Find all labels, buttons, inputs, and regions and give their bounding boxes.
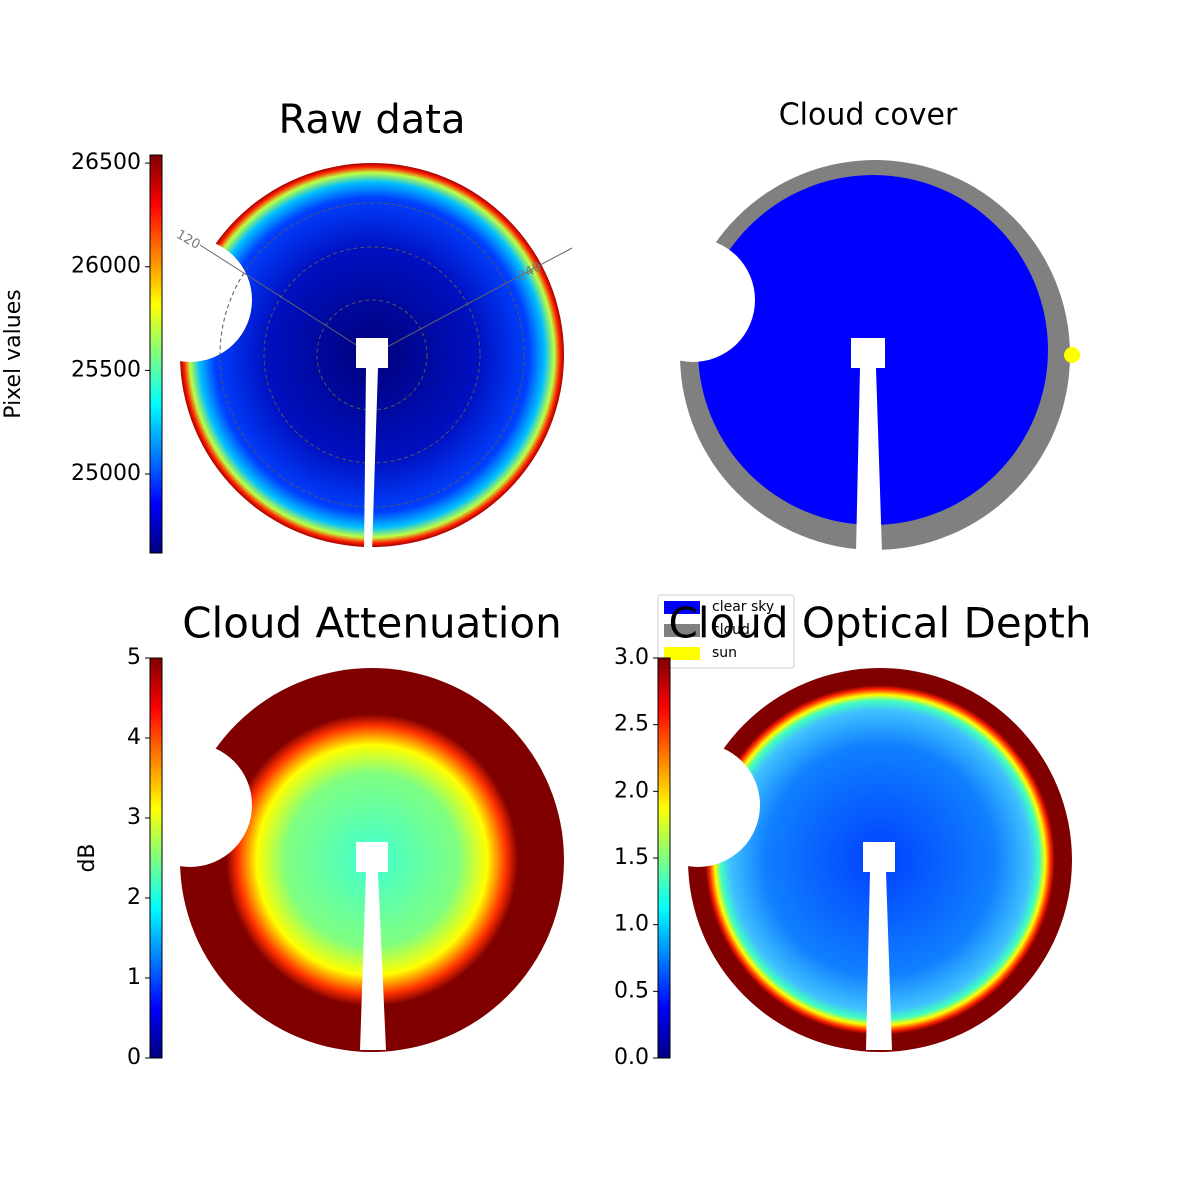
colorbar-tick-label: 5 xyxy=(127,645,141,670)
colorbar-tick-label: 1.0 xyxy=(614,912,649,937)
legend-label: sun xyxy=(712,645,737,661)
colorbar-tick-label: 4 xyxy=(127,725,141,750)
legend-label: cloud xyxy=(712,622,750,638)
cloud-cover-image xyxy=(631,160,1080,552)
colorbar-tick-label: 2.5 xyxy=(614,712,649,737)
colorbar-label: dB xyxy=(75,843,100,872)
colorbar-tick-label: 25000 xyxy=(71,461,141,486)
optical-depth-image xyxy=(636,668,1072,1052)
panel-title: Cloud Optical Depth xyxy=(669,599,1092,648)
colorbar-tick-label: 0.0 xyxy=(614,1045,649,1070)
raw-image xyxy=(128,163,573,560)
colorbar-tick-label: 26000 xyxy=(71,254,141,279)
legend-swatch xyxy=(664,601,700,614)
colorbar-tick-label: 0 xyxy=(127,1045,141,1070)
colorbar-tick-label: 1 xyxy=(127,965,141,990)
panel-title: Cloud cover xyxy=(779,98,958,133)
legend-swatch xyxy=(664,624,700,637)
colorbar xyxy=(657,657,671,1059)
legend-label: clear sky xyxy=(712,599,774,615)
colorbar-tick-label: 2.0 xyxy=(614,778,649,803)
colorbar xyxy=(149,657,163,1059)
colorbar-tick-label: 0.5 xyxy=(614,978,649,1003)
colorbar-label: Pixel values xyxy=(1,289,26,418)
colorbar-tick-label: 3 xyxy=(127,805,141,830)
colorbar-tick-label: 25500 xyxy=(71,357,141,382)
legend-swatch xyxy=(664,647,700,660)
colorbar-tick-label: 26500 xyxy=(71,150,141,175)
colorbar xyxy=(149,154,163,554)
colorbar-tick-label: 2 xyxy=(127,885,141,910)
attenuation-image xyxy=(128,668,564,1060)
colorbar-tick-label: 3.0 xyxy=(614,645,649,670)
colorbar-tick-label: 1.5 xyxy=(614,845,649,870)
panel-title: Cloud Attenuation xyxy=(182,599,562,648)
panel-title: Raw data xyxy=(279,97,466,143)
